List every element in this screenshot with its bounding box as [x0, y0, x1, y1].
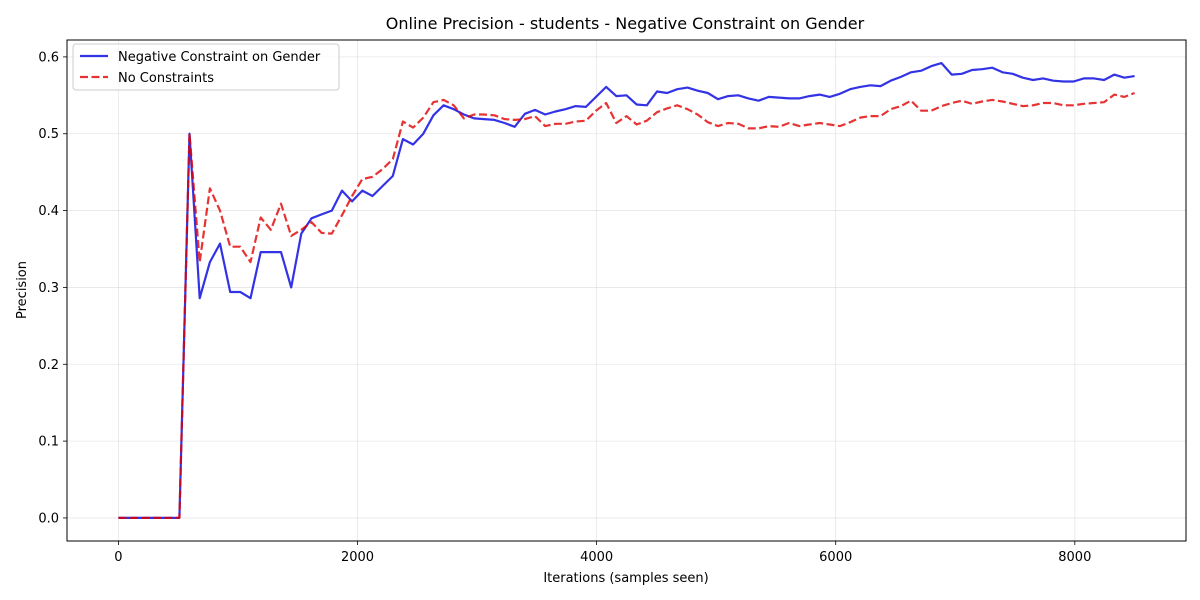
- legend-box: [72, 43, 340, 91]
- legend-label-2: No Constraints: [118, 71, 214, 86]
- plot-area-frame: [66, 39, 1187, 542]
- x-tick-label: 4000: [580, 550, 613, 565]
- x-tick-label: 0: [114, 550, 122, 565]
- tick-layer: 0 2000 4000 6000 8000 0.0 0.1 0.2 0.3 0.4 0.5 0.6: [38, 50, 1091, 565]
- y-axis-label: Precision: [15, 261, 30, 319]
- y-tick-label: 0.5: [38, 127, 59, 142]
- series-layer: [118, 61, 1135, 520]
- series-line-2: [118, 91, 1135, 520]
- x-axis-label: Iterations (samples seen): [543, 571, 708, 586]
- chart-title: Online Precision - students - Negative C…: [386, 14, 865, 33]
- x-tick-label: 6000: [819, 550, 852, 565]
- y-tick-label: 0.3: [38, 281, 59, 296]
- legend-label-1: Negative Constraint on Gender: [118, 50, 321, 65]
- y-tick-label: 0.1: [38, 435, 59, 450]
- y-tick-label: 0.2: [38, 358, 59, 373]
- y-tick-label: 0.4: [38, 204, 59, 219]
- x-tick-label: 8000: [1058, 550, 1091, 565]
- series-line-1: [118, 61, 1135, 520]
- y-tick-label: 0.0: [38, 511, 59, 526]
- legend: Negative Constraint on Gender No Constrai…: [72, 43, 340, 91]
- y-tick-label: 0.6: [38, 50, 59, 65]
- x-tick-label: 2000: [341, 550, 374, 565]
